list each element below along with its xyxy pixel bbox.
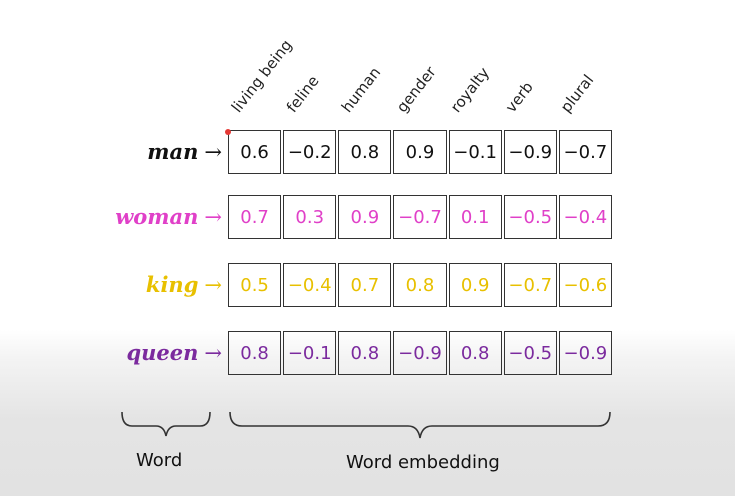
embedding-brace-path — [229, 411, 611, 439]
embedding-cell: −0.2 — [283, 130, 337, 174]
embedding-cell: −0.6 — [558, 263, 612, 307]
embedding-cell: −0.4 — [283, 263, 337, 307]
embedding-vector-queen: 0.8 −0.1 0.8 −0.9 0.8 −0.5 −0.9 — [228, 331, 612, 375]
embedding-cell: 0.3 — [283, 195, 337, 239]
embedding-cell: −0.9 — [503, 130, 557, 174]
cursor-dot — [225, 129, 231, 135]
embedding-cell: −0.7 — [558, 130, 612, 174]
embedding-cell: 0.8 — [448, 331, 502, 375]
embedding-cell: 0.9 — [393, 130, 447, 174]
embedding-vector-man: 0.6 −0.2 0.8 0.9 −0.1 −0.9 −0.7 — [228, 130, 612, 174]
embedding-cell: 0.7 — [228, 195, 282, 239]
arrow-icon: → — [204, 205, 222, 229]
arrow-icon: → — [204, 273, 222, 297]
embedding-cell: −0.4 — [558, 195, 612, 239]
column-header: plural — [556, 71, 598, 116]
row-label-queen: queen → — [126, 331, 222, 375]
embedding-cell: −0.1 — [283, 331, 337, 375]
embedding-cell: −0.7 — [503, 263, 557, 307]
word-brace-path — [121, 411, 211, 437]
embedding-vector-king: 0.5 −0.4 0.7 0.8 0.9 −0.7 −0.6 — [228, 263, 612, 307]
embedding-cell: −0.1 — [448, 130, 502, 174]
word-embedding-label: Word embedding — [346, 452, 500, 473]
embedding-cell: 0.9 — [448, 263, 502, 307]
embedding-cell: 0.9 — [338, 195, 392, 239]
embedding-cell: 0.1 — [448, 195, 502, 239]
row-word: queen — [126, 340, 199, 365]
embedding-vector-woman: 0.7 0.3 0.9 −0.7 0.1 −0.5 −0.4 — [228, 195, 612, 239]
column-header: gender — [392, 63, 440, 116]
row-label-man: man → — [147, 130, 222, 174]
embedding-cell: 0.8 — [338, 130, 392, 174]
embedding-cell: −0.9 — [393, 331, 447, 375]
embedding-cell: 0.8 — [228, 331, 282, 375]
row-word: king — [145, 272, 199, 297]
column-header: feline — [282, 72, 323, 116]
embedding-cell: −0.9 — [558, 331, 612, 375]
arrow-icon: → — [204, 140, 222, 164]
row-word: man — [147, 139, 199, 164]
row-label-woman: woman → — [115, 195, 222, 239]
arrow-icon: → — [204, 341, 222, 365]
embedding-cell: −0.7 — [393, 195, 447, 239]
embedding-cell: −0.5 — [503, 331, 557, 375]
row-word: woman — [115, 204, 199, 229]
embedding-cell: 0.5 — [228, 263, 282, 307]
row-label-king: king → — [146, 263, 222, 307]
column-header: human — [337, 63, 384, 116]
word-label: Word — [136, 450, 183, 471]
embedding-cell: 0.7 — [338, 263, 392, 307]
embedding-cell: 0.8 — [393, 263, 447, 307]
column-header: verb — [502, 78, 538, 116]
embedding-cell: 0.6 — [228, 130, 282, 174]
embedding-cell: −0.5 — [503, 195, 557, 239]
embedding-cell: 0.8 — [338, 331, 392, 375]
column-header: royalty — [447, 63, 494, 116]
